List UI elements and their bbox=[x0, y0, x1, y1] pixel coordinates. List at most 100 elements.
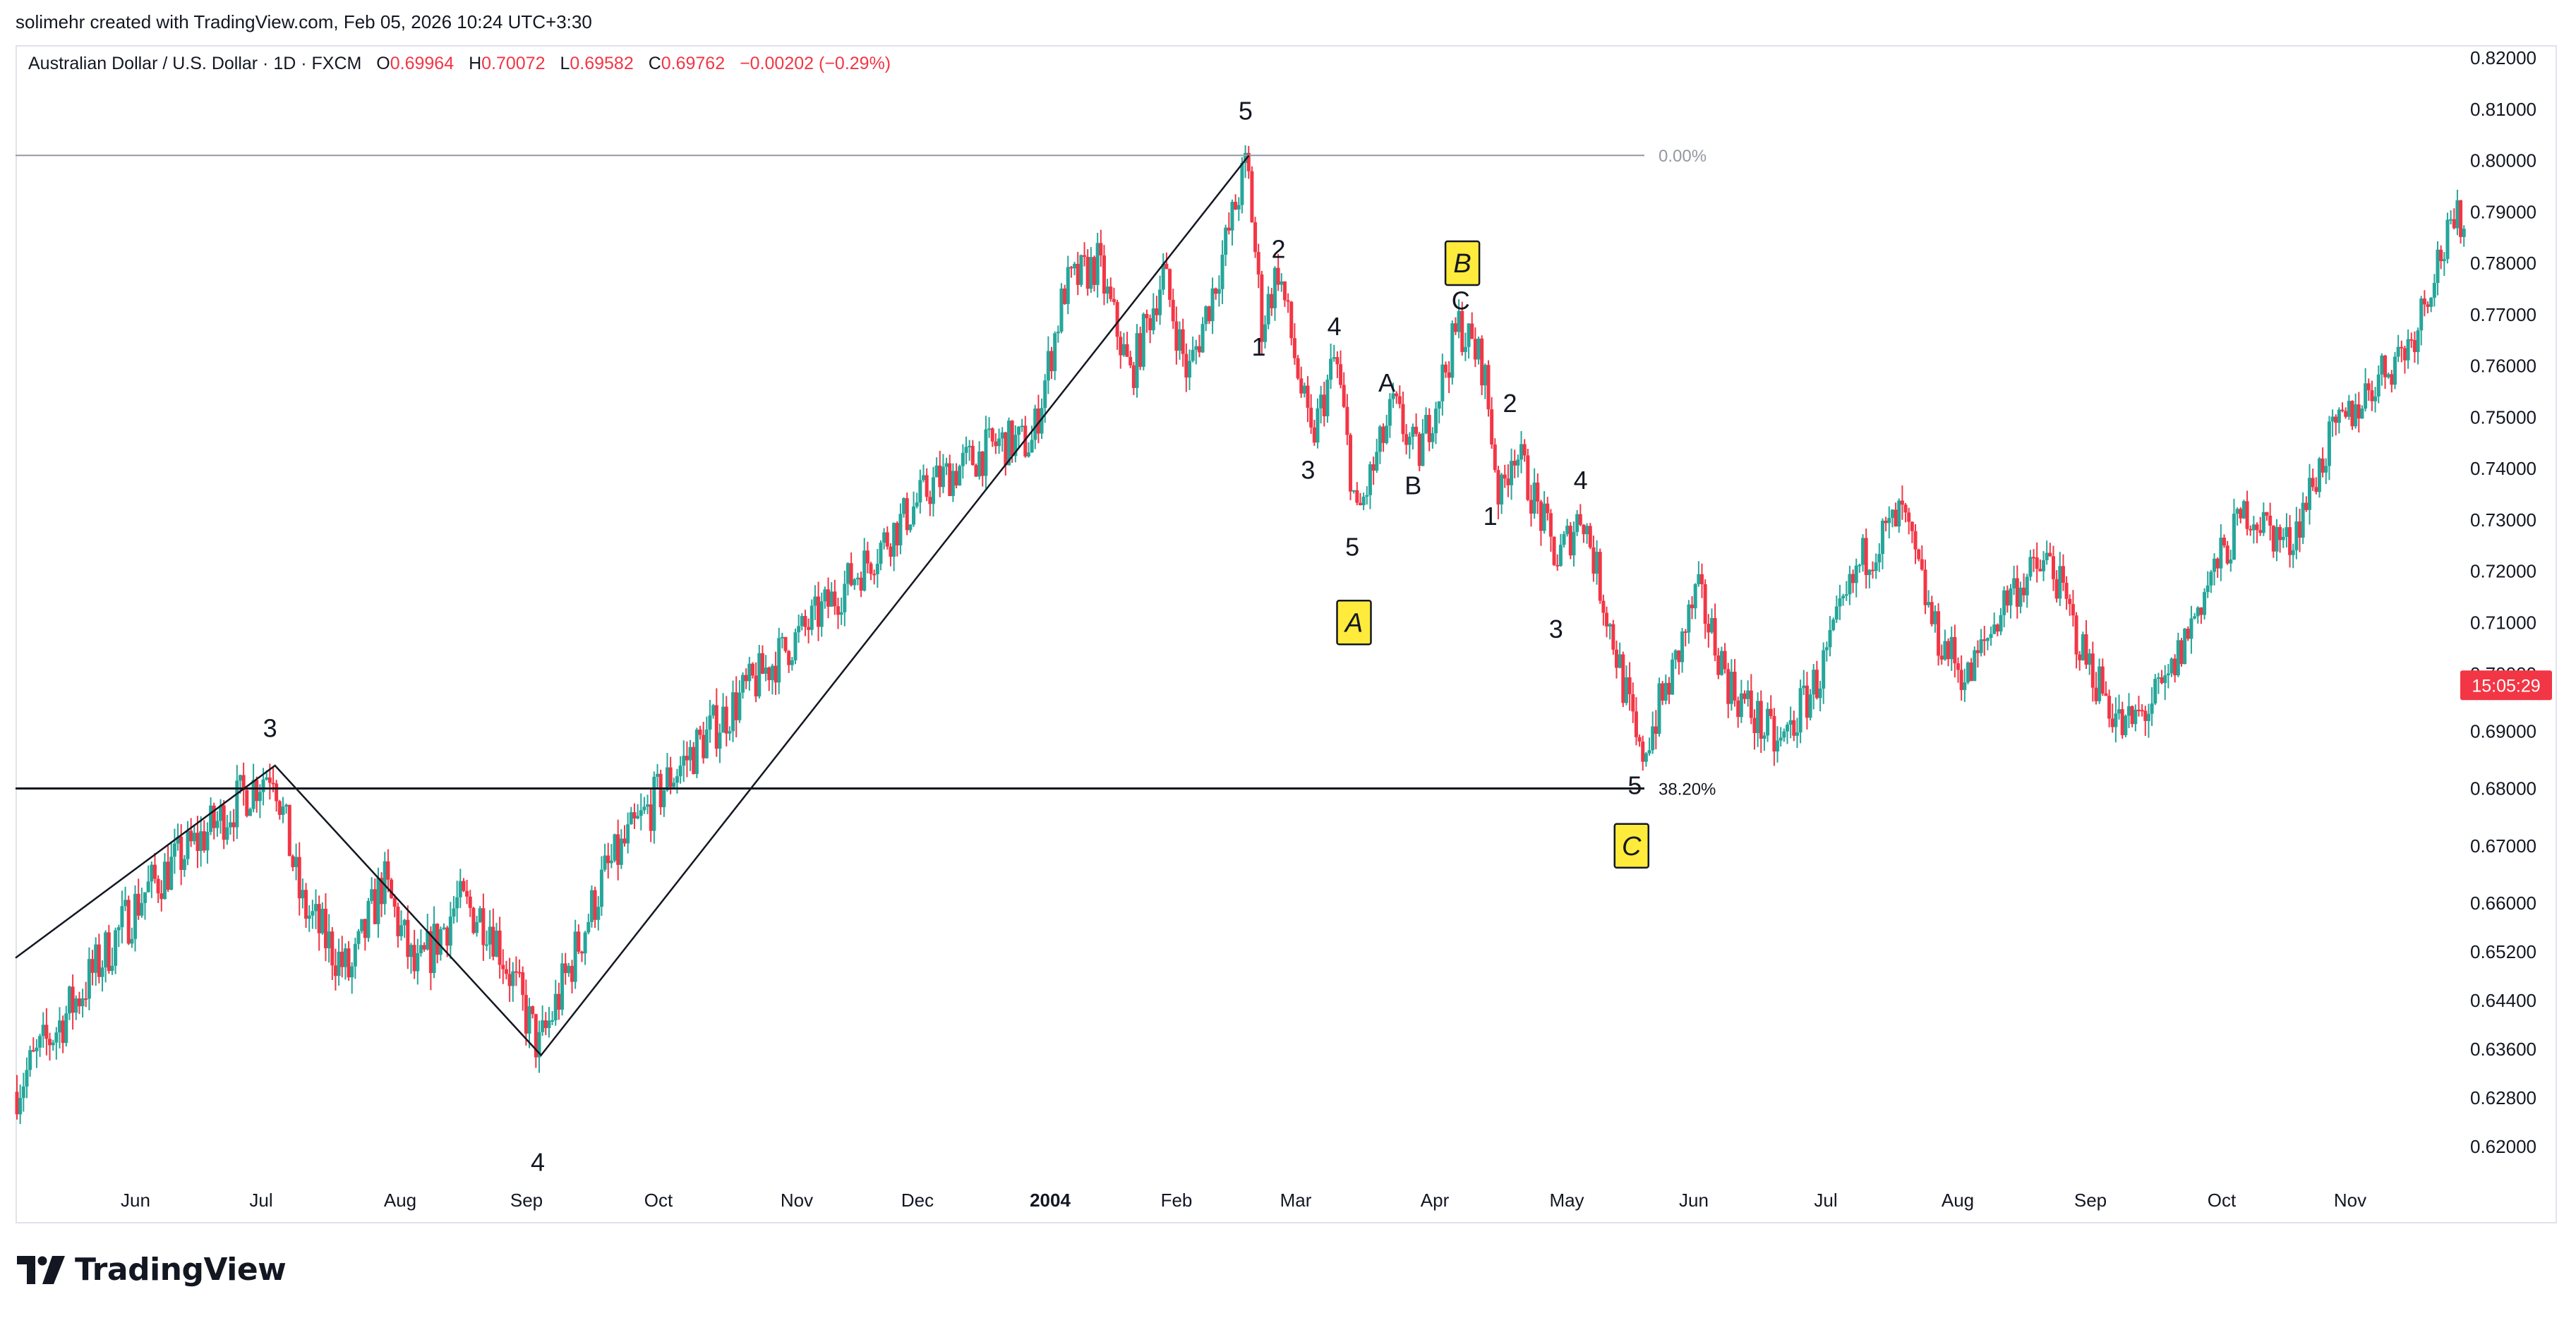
candle-body bbox=[938, 465, 942, 488]
wave-badge[interactable]: A bbox=[1336, 600, 1372, 646]
candle-body bbox=[1894, 509, 1898, 527]
wave-badge[interactable]: B bbox=[1444, 240, 1481, 286]
candle-body bbox=[593, 890, 597, 920]
symbol-name: Australian Dollar / U.S. Dollar · 1D · F… bbox=[28, 54, 362, 73]
wave-badge[interactable]: C bbox=[1613, 823, 1650, 869]
x-tick-label: Jul bbox=[1814, 1190, 1837, 1211]
y-tick-label: 0.68000 bbox=[2470, 778, 2536, 799]
candle-body bbox=[2288, 527, 2292, 555]
x-tick-label: Dec bbox=[901, 1190, 934, 1211]
candle-body bbox=[1726, 669, 1731, 704]
candle-body bbox=[2084, 634, 2088, 665]
candle-body bbox=[1467, 323, 1471, 347]
candle-body bbox=[869, 563, 873, 574]
candle-body bbox=[915, 502, 919, 507]
candle-body bbox=[2334, 416, 2338, 423]
candle-body bbox=[2160, 677, 2164, 684]
candle-body bbox=[2307, 478, 2311, 510]
candle-body bbox=[2045, 552, 2049, 560]
candle-body bbox=[1263, 324, 1268, 342]
candle-body bbox=[1151, 308, 1155, 331]
candle-body bbox=[501, 965, 505, 969]
candle-body bbox=[1900, 500, 1904, 505]
candle-body bbox=[895, 523, 899, 545]
candle-body bbox=[1272, 267, 1277, 308]
candle-body bbox=[2173, 658, 2177, 676]
candle-body bbox=[1621, 654, 1625, 703]
candle-body bbox=[116, 927, 121, 931]
candle-body bbox=[160, 893, 164, 900]
candle-body bbox=[1184, 353, 1188, 378]
candle-body bbox=[1302, 385, 1306, 394]
symbol-legend[interactable]: Australian Dollar / U.S. Dollar · 1D · F… bbox=[28, 54, 891, 74]
candle-body bbox=[1036, 409, 1040, 434]
candle-body bbox=[1236, 205, 1241, 210]
tradingview-logo[interactable]: TradingView bbox=[17, 1252, 287, 1288]
candle-body bbox=[84, 998, 88, 1000]
candle-body bbox=[323, 908, 327, 948]
candle-body bbox=[1046, 351, 1050, 381]
low-value: 0.69582 bbox=[570, 54, 634, 73]
candle-body bbox=[1355, 490, 1359, 503]
wave-trendline[interactable] bbox=[15, 155, 1250, 1057]
candle-body bbox=[475, 921, 479, 933]
candle-body bbox=[71, 986, 75, 1013]
candle-body bbox=[1693, 584, 1697, 609]
candle-body bbox=[2364, 383, 2368, 409]
candle-body bbox=[807, 627, 811, 630]
candle-body bbox=[333, 965, 337, 977]
candle-body bbox=[1828, 629, 1832, 648]
y-tick-label: 0.71000 bbox=[2470, 612, 2536, 633]
candle-body bbox=[656, 773, 660, 777]
candle-body bbox=[875, 564, 879, 574]
candle-body bbox=[1591, 547, 1596, 574]
candle-body bbox=[1141, 313, 1145, 367]
candle-body bbox=[1095, 243, 1100, 285]
candle-body bbox=[1063, 288, 1067, 304]
wave-label: 3 bbox=[1301, 456, 1315, 485]
candle-body bbox=[954, 471, 958, 486]
candle-body bbox=[2133, 709, 2138, 725]
candle-body bbox=[2009, 588, 2013, 606]
candle-body bbox=[1109, 286, 1113, 299]
candle-body bbox=[859, 577, 863, 591]
candle-body bbox=[1473, 339, 1477, 360]
candle-body bbox=[2229, 560, 2233, 564]
candle-body bbox=[360, 919, 364, 931]
candle-body bbox=[1043, 380, 1047, 409]
candle-body bbox=[1296, 358, 1300, 379]
candle-body bbox=[1733, 672, 1737, 701]
candle-body bbox=[941, 466, 945, 488]
candle-body bbox=[738, 692, 742, 720]
candle-body bbox=[100, 967, 104, 977]
candle-body bbox=[2294, 521, 2299, 550]
candle-body bbox=[1335, 357, 1340, 365]
candle-body bbox=[1697, 574, 1701, 584]
wave-label: A bbox=[1378, 368, 1395, 397]
candle-body bbox=[209, 805, 213, 833]
candle-body bbox=[215, 821, 219, 828]
candle-body bbox=[1299, 378, 1304, 394]
candle-body bbox=[2419, 298, 2424, 331]
candle-body bbox=[1920, 559, 1924, 570]
candle-body bbox=[931, 477, 935, 504]
candle-body bbox=[1427, 415, 1431, 442]
candle-body bbox=[275, 783, 279, 802]
candle-body bbox=[31, 1050, 35, 1052]
candle-body bbox=[550, 1020, 555, 1022]
candle-body bbox=[1657, 683, 1661, 734]
candle-body bbox=[1388, 399, 1392, 426]
y-tick-label: 0.72000 bbox=[2470, 561, 2536, 582]
candle-body bbox=[2100, 666, 2105, 694]
candle-body bbox=[2215, 558, 2220, 569]
candle-body bbox=[541, 1020, 545, 1032]
candle-body bbox=[136, 893, 140, 916]
candle-body bbox=[1887, 518, 1891, 524]
candle-body bbox=[90, 959, 95, 973]
wave-label: 5 bbox=[1239, 96, 1253, 125]
candle-body bbox=[340, 951, 344, 967]
chart-frame[interactable] bbox=[16, 45, 2557, 1223]
candle-body bbox=[1930, 602, 1934, 624]
candle-body bbox=[1598, 552, 1602, 601]
